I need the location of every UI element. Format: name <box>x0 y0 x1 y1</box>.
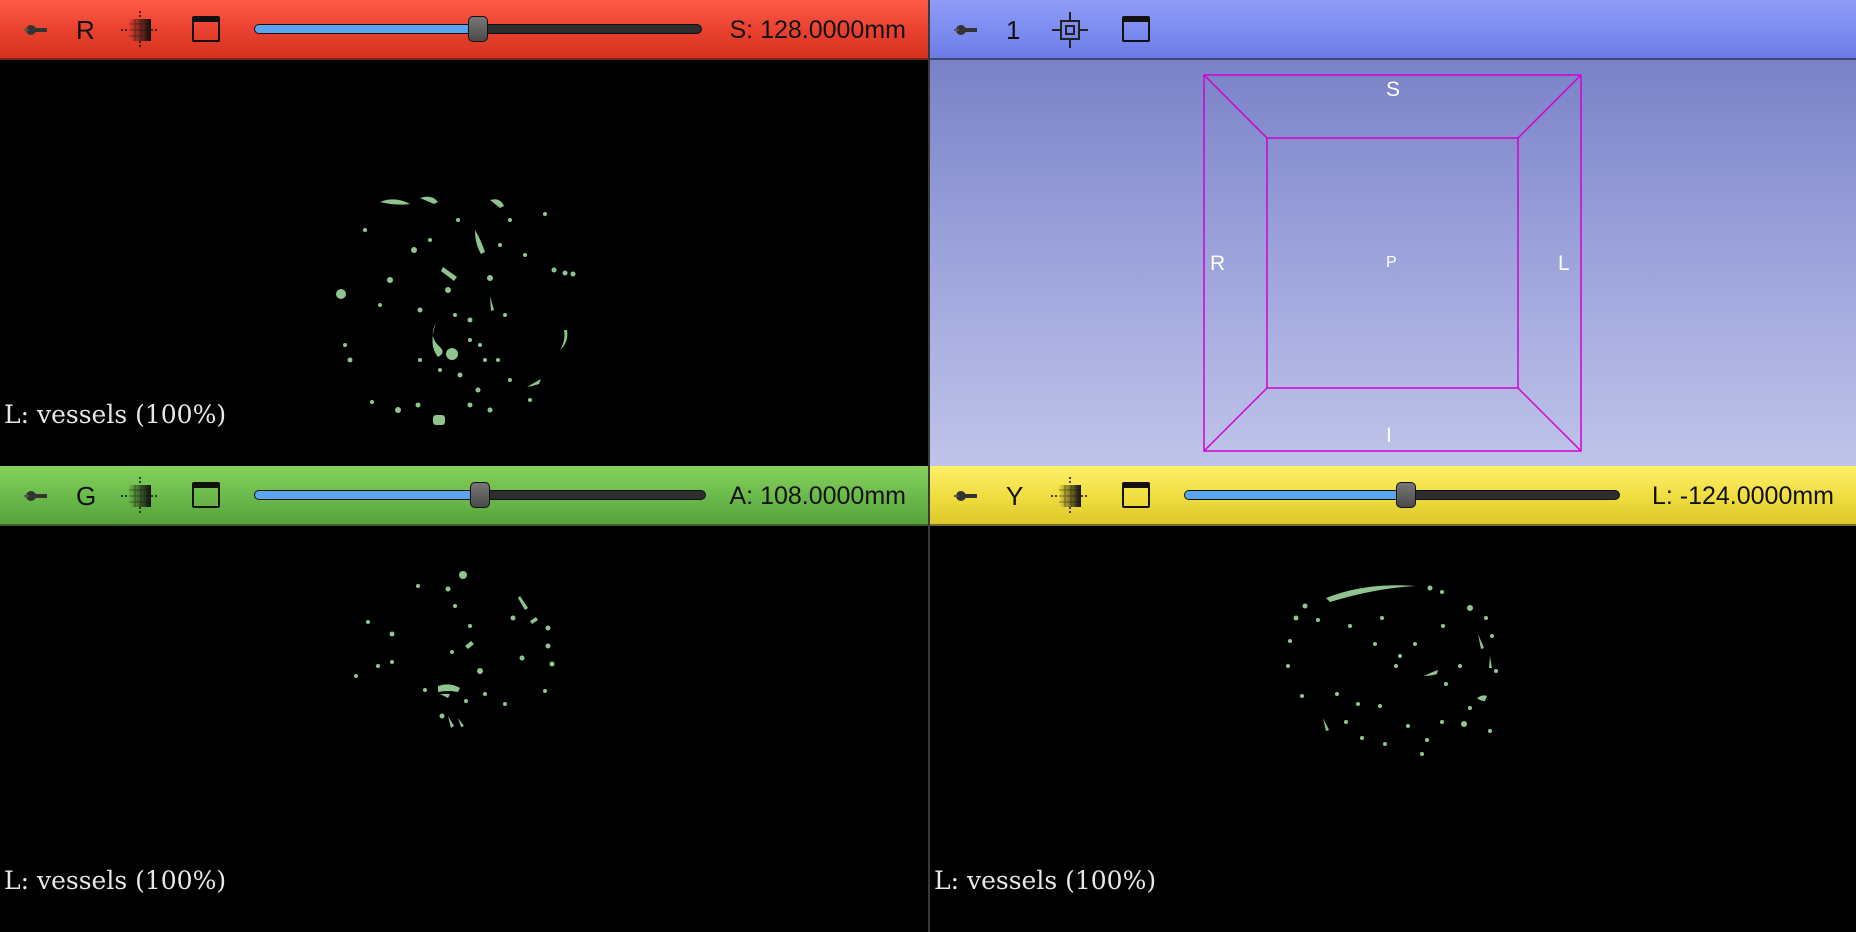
view-letter: G <box>76 481 97 511</box>
orientation-label-left: R <box>1210 252 1226 275</box>
green-slice-controller-bar: G A: 108.0000mm <box>0 466 928 526</box>
pin-icon[interactable] <box>22 486 50 506</box>
yellow-slice-image <box>1286 585 1498 756</box>
yellow-slice-view[interactable]: Y L: -124.0000mm L: vess <box>930 466 1856 932</box>
3d-bounding-box <box>1203 74 1582 452</box>
lut-icon[interactable] <box>120 476 160 516</box>
window-icon[interactable] <box>192 482 220 508</box>
3d-view-background <box>930 60 1856 466</box>
slice-offset-value: A: 108.0000mm <box>729 482 907 510</box>
view-letter: 1 <box>1006 15 1021 45</box>
view-divider <box>928 0 930 932</box>
slider-thumb[interactable] <box>470 482 490 508</box>
red-slice-controller-bar: R S: 128.0000mm <box>0 0 928 60</box>
slice-offset-slider[interactable] <box>1184 482 1620 508</box>
label-layer-annotation: L: vessels (100%) <box>4 400 227 429</box>
vessel-segmentation <box>1286 585 1498 756</box>
slice-offset-slider[interactable] <box>254 482 706 508</box>
slice-offset-value: S: 128.0000mm <box>729 16 907 44</box>
lut-icon[interactable] <box>120 10 160 50</box>
slider-thumb[interactable] <box>1396 482 1417 508</box>
red-slice-view[interactable]: R S: 128.0000mm <box>0 0 928 466</box>
label-layer-annotation: L: vessels (100%) <box>934 866 1157 895</box>
3d-view[interactable]: 1 S I R L P <box>930 0 1856 466</box>
window-icon[interactable] <box>1122 482 1150 508</box>
green-slice-view[interactable]: G A: 108.0000mm L: vessels (100%) <box>0 466 928 932</box>
orientation-label-top: S <box>1386 78 1401 101</box>
vessel-segmentation <box>336 196 576 425</box>
slice-offset-slider[interactable] <box>254 16 702 42</box>
pin-icon[interactable] <box>952 486 980 506</box>
3d-view-controller-bar: 1 <box>930 0 1856 60</box>
view-letter: Y <box>1006 481 1024 511</box>
view-letter: R <box>76 15 95 45</box>
vessel-segmentation <box>354 571 555 728</box>
green-slice-image <box>354 571 555 728</box>
slider-fill <box>255 25 478 33</box>
slider-fill <box>255 491 480 499</box>
red-slice-image <box>336 196 576 425</box>
lut-icon[interactable] <box>1050 476 1090 516</box>
center-3d-icon[interactable] <box>1050 10 1090 50</box>
pin-icon[interactable] <box>22 20 50 40</box>
slider-fill <box>1185 491 1407 499</box>
window-icon[interactable] <box>1122 16 1150 42</box>
orientation-label-right: L <box>1558 252 1570 275</box>
slice-offset-value: L: -124.0000mm <box>1651 482 1834 510</box>
pin-icon[interactable] <box>952 20 980 40</box>
orientation-label-bottom: I <box>1386 424 1392 447</box>
window-icon[interactable] <box>192 16 220 42</box>
orientation-label-center: P <box>1386 254 1397 271</box>
slider-thumb[interactable] <box>468 16 488 42</box>
yellow-slice-controller-bar: Y L: -124.0000mm <box>930 466 1856 526</box>
label-layer-annotation: L: vessels (100%) <box>4 866 227 895</box>
